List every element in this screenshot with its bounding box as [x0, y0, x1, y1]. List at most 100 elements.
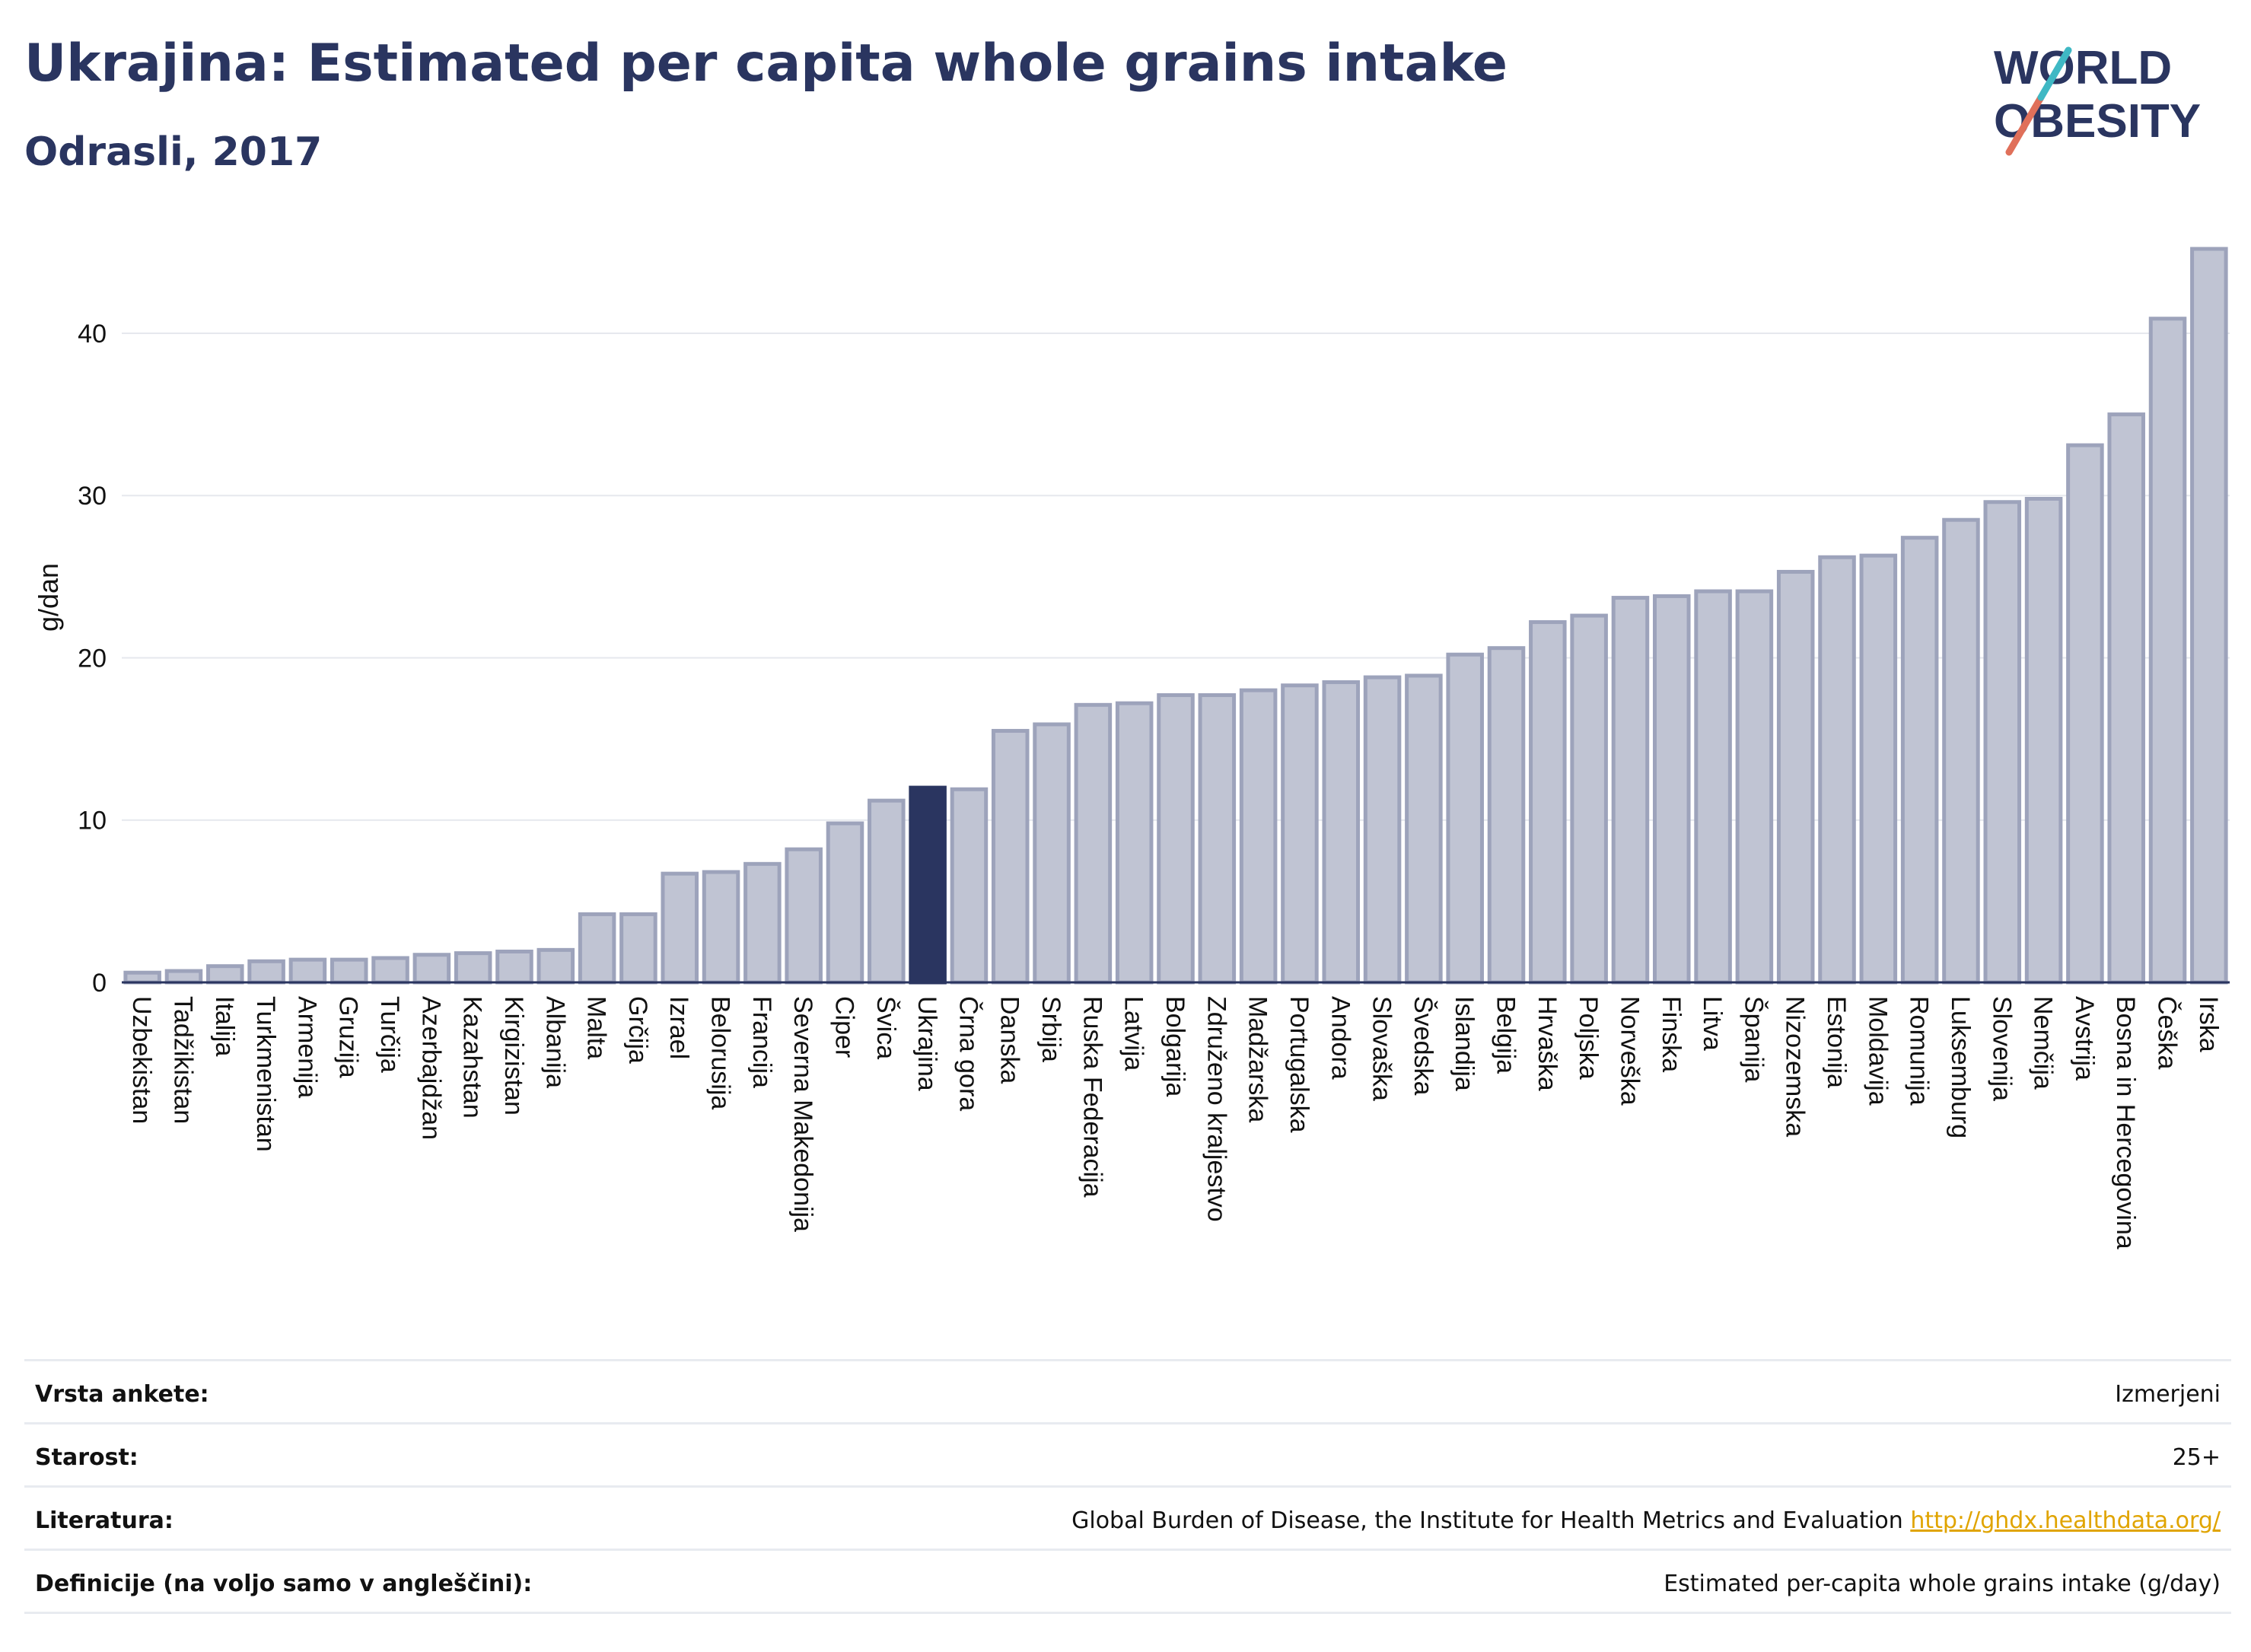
bar: [1735, 589, 1774, 985]
chart-subtitle: Odrasli, 2017: [24, 129, 323, 175]
x-tick-label: Češka: [2153, 996, 2182, 1069]
meta-row-definitions: Definicije (na voljo samo v angleščini):…: [24, 1549, 2231, 1613]
bar: [578, 912, 616, 985]
bar: [1115, 701, 1154, 985]
x-tick-labels: Uzbekistan Tadžikistan Italija Turkmenistan…: [127, 996, 2223, 1249]
bar: [247, 959, 285, 985]
x-tick-label: Kirgizistan: [499, 996, 528, 1116]
bar: [1487, 646, 1526, 985]
bar: [164, 969, 203, 985]
source-link[interactable]: http://ghdx.healthdata.org/: [1910, 1507, 2221, 1534]
x-tick-label: Bolgarija: [1161, 996, 1189, 1097]
meta-row-survey-type: Vrsta ankete: Izmerjeni: [24, 1359, 2231, 1424]
y-tick-label: 30: [78, 482, 107, 511]
meta-key: Vrsta ankete:: [35, 1381, 209, 1408]
bar: [1983, 500, 2022, 985]
meta-value: Global Burden of Disease, the Institute …: [1071, 1507, 2221, 1534]
bar: [826, 821, 864, 985]
meta-bottom-border: [24, 1612, 2231, 1614]
x-tick-label: Švica: [871, 996, 900, 1059]
bar: [619, 912, 657, 985]
world-obesity-logo: WORLD OBESITY: [1994, 42, 2201, 156]
x-tick-label: Ruska Federacija: [1078, 996, 1106, 1198]
bar: [495, 949, 533, 985]
bar: [123, 970, 161, 985]
meta-value: 25+: [2172, 1444, 2221, 1471]
x-tick-label: Portugalska: [1285, 996, 1313, 1133]
x-tick-label: Italija: [210, 996, 239, 1056]
x-tick-label: Združeno kraljestvo: [1202, 996, 1231, 1222]
svg-text:WORLD: WORLD: [1994, 42, 2172, 94]
x-tick-label: Španija: [1739, 996, 1768, 1083]
bar: [1239, 688, 1278, 985]
bar: [743, 861, 782, 985]
meta-key: Definicije (na voljo samo v angleščini):: [35, 1571, 533, 1597]
bars: [123, 247, 2228, 985]
meta-key: Starost:: [35, 1444, 138, 1471]
y-tick-labels: 0 10 20 30 40: [78, 320, 107, 998]
x-tick-label: Moldavija: [1863, 996, 1892, 1106]
x-tick-label: Estonija: [1822, 996, 1851, 1088]
x-tick-label: Bosna in Hercegovina: [2111, 996, 2140, 1249]
x-tick-label: Litva: [1698, 996, 1727, 1051]
bar: [1570, 613, 1608, 985]
meta-value: Estimated per-capita whole grains intake…: [1664, 1571, 2221, 1597]
meta-row-literature: Literatura: Global Burden of Disease, th…: [24, 1485, 2231, 1550]
x-tick-label: Gruzija: [334, 996, 363, 1078]
bar: [661, 871, 699, 985]
meta-key: Literatura:: [35, 1507, 174, 1534]
bar: [785, 847, 823, 985]
x-tick-label: Poljska: [1574, 996, 1603, 1080]
x-tick-label: Srbija: [1036, 996, 1065, 1062]
x-tick-label: Armenija: [292, 996, 321, 1098]
bar: [1694, 589, 1732, 985]
x-tick-label: Romunija: [1905, 996, 1934, 1106]
y-tick-label: 20: [78, 644, 107, 673]
y-tick-label: 40: [78, 320, 107, 349]
bar: [412, 953, 451, 985]
y-axis-label: g/dan: [33, 563, 64, 632]
x-tick-label: Ciper: [829, 996, 858, 1058]
x-tick-label: Grčija: [623, 996, 652, 1064]
x-tick-label: Črna gora: [954, 996, 982, 1111]
bar: [1446, 652, 1484, 985]
bar: [2148, 317, 2187, 985]
x-tick-label: Madžarska: [1243, 996, 1272, 1122]
bar: [454, 951, 492, 985]
bar: [1198, 693, 1237, 985]
bar: [371, 956, 409, 985]
x-tick-label: Uzbekistan: [127, 996, 156, 1124]
x-tick-label: Belorusija: [706, 996, 735, 1109]
x-tick-label: Slovaška: [1367, 996, 1396, 1101]
x-tick-label: Tadžikistan: [168, 996, 197, 1124]
x-tick-label: Luksemburg: [1946, 996, 1975, 1138]
x-tick-label: Andora: [1326, 996, 1355, 1080]
x-tick-label: Irska: [2194, 996, 2223, 1052]
x-tick-label: Norveška: [1615, 996, 1644, 1106]
bar: [536, 947, 575, 985]
bar: [1611, 596, 1650, 985]
x-tick-label: Danska: [995, 996, 1024, 1084]
x-tick-label: Avstrija: [2070, 996, 2099, 1081]
bar: [1281, 683, 1319, 985]
literature-text: Global Burden of Disease, the Institute …: [1071, 1507, 1903, 1534]
meta-row-age: Starost: 25+: [24, 1422, 2231, 1487]
y-tick-label: 10: [78, 807, 107, 836]
bar: [1652, 594, 1691, 985]
x-tick-label: Albanija: [540, 996, 569, 1088]
x-tick-label: Francija: [747, 996, 776, 1088]
bar: [868, 798, 906, 985]
bar: [1900, 536, 1939, 985]
bar: [1776, 569, 1815, 985]
meta-value: Izmerjeni: [2115, 1381, 2221, 1408]
x-tick-label: Finska: [1657, 996, 1686, 1072]
bar: [1033, 722, 1071, 985]
bar: [206, 964, 244, 985]
bar: [991, 728, 1030, 985]
bar: [1859, 553, 1898, 985]
bar: [1818, 555, 1856, 985]
bar: [2107, 412, 2145, 985]
x-tick-label: Latvija: [1119, 996, 1148, 1071]
x-tick-label: Malta: [582, 996, 611, 1059]
bar-highlighted: [909, 785, 947, 985]
